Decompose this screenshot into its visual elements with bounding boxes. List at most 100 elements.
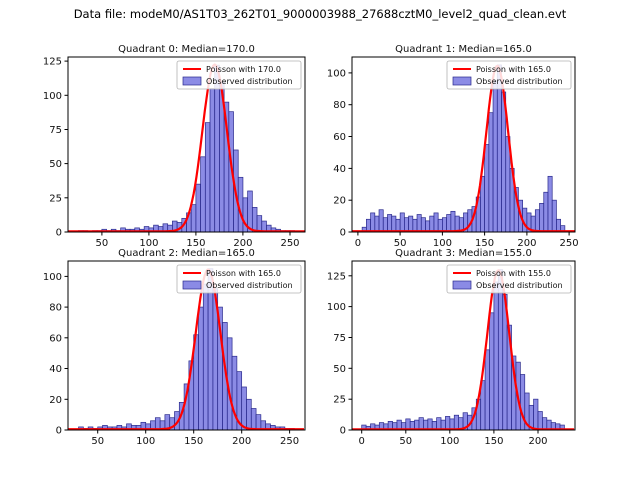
x-tick-label: 150 bbox=[475, 238, 494, 249]
legend-hist-label: Observed distribution bbox=[476, 77, 563, 86]
hist-bar bbox=[488, 112, 494, 233]
hist-bar bbox=[246, 398, 252, 431]
y-tick-label: 125 bbox=[327, 271, 346, 282]
x-tick-label: 200 bbox=[232, 436, 251, 447]
y-tick-label: 0 bbox=[56, 228, 62, 239]
legend-curve-label: Poisson with 165.0 bbox=[476, 65, 551, 74]
x-tick-label: 200 bbox=[233, 238, 252, 249]
hist-bar bbox=[399, 212, 405, 233]
hist-bar bbox=[542, 417, 548, 431]
x-tick-label: 150 bbox=[186, 238, 205, 249]
hist-bar bbox=[378, 209, 384, 233]
hist-bar bbox=[445, 416, 451, 431]
legend-hist-label: Observed distribution bbox=[206, 77, 293, 86]
legend-box bbox=[176, 264, 302, 294]
x-tick-label: 250 bbox=[280, 238, 299, 249]
hist-bar bbox=[408, 215, 414, 233]
hist-bar bbox=[391, 215, 397, 233]
hist-bar bbox=[492, 80, 498, 233]
y-tick-label: 40 bbox=[49, 364, 62, 375]
x-tick-label: 100 bbox=[433, 238, 452, 249]
hist-bar bbox=[437, 218, 443, 233]
hist-bar bbox=[370, 212, 376, 233]
hist-bar bbox=[442, 217, 447, 233]
hist-bar bbox=[446, 214, 452, 233]
quadrant-0-svg: 50 100 150 200 250 0 25 50 75 100 125 Quadrant 0: M… bbox=[43, 44, 306, 249]
legend-box bbox=[446, 60, 572, 90]
hist-bar bbox=[489, 312, 495, 431]
hist-bar bbox=[214, 64, 220, 233]
x-tick-label: 200 bbox=[528, 436, 547, 447]
y-tick-label: 25 bbox=[333, 395, 346, 406]
quadrant-2-plot: 50 100 150 200 250 0 20 40 60 80 100 Quadrant 2: Me… bbox=[34, 243, 314, 455]
x-tick-label: 50 bbox=[96, 238, 109, 249]
x-tick-label: 50 bbox=[91, 436, 104, 447]
y-tick-label: 80 bbox=[49, 303, 62, 314]
hist-bar bbox=[250, 408, 257, 431]
hist-bar bbox=[200, 156, 206, 233]
hist-bar bbox=[551, 199, 557, 233]
hist-bar bbox=[404, 217, 409, 233]
y-tick-label: 50 bbox=[49, 159, 62, 170]
x-tick-label: 100 bbox=[136, 436, 155, 447]
y-tick-label: 75 bbox=[49, 125, 62, 136]
hist-bar bbox=[382, 217, 388, 233]
x-tick-label: 200 bbox=[517, 238, 536, 249]
hist-bar bbox=[433, 212, 439, 233]
y-tick-label: 125 bbox=[43, 57, 62, 68]
hist-bar bbox=[420, 217, 426, 233]
legend-hist-sample bbox=[452, 280, 472, 290]
y-tick-label: 100 bbox=[43, 272, 62, 283]
hist-bar bbox=[366, 218, 371, 233]
subplot-title: Quadrant 0: Median=170.0 bbox=[118, 44, 255, 55]
x-tick-label: 0 bbox=[359, 436, 365, 447]
legend-box bbox=[176, 60, 302, 90]
y-tick-label: 40 bbox=[333, 164, 346, 175]
hist-bar bbox=[496, 64, 502, 233]
y-tick-label: 0 bbox=[56, 426, 62, 437]
hist-bar bbox=[429, 215, 435, 233]
y-tick-label: 60 bbox=[333, 132, 346, 143]
y-tick-label: 50 bbox=[333, 364, 346, 375]
hist-bar bbox=[209, 88, 216, 233]
legend-hist-label: Observed distribution bbox=[206, 281, 293, 290]
axes-frame bbox=[67, 260, 306, 431]
subplot-title: Quadrant 2: Median=165.0 bbox=[118, 248, 255, 259]
legend-hist-sample bbox=[182, 76, 202, 86]
x-tick-label: 50 bbox=[394, 238, 407, 249]
quadrant-0-plot: 50 100 150 200 250 0 25 50 75 100 125 Quadrant 0: M… bbox=[34, 39, 314, 257]
quadrant-3-plot: 0 50 100 150 200 0 25 50 75 100 125 Quadrant 3: Med… bbox=[318, 243, 584, 455]
hist-bar bbox=[543, 191, 549, 233]
poisson-curve bbox=[68, 268, 304, 431]
axes-frame bbox=[351, 260, 576, 431]
hist-bar bbox=[497, 269, 504, 431]
hist-bar bbox=[198, 306, 204, 431]
subplot-title: Quadrant 1: Median=165.0 bbox=[395, 44, 532, 55]
hist-bar bbox=[436, 417, 442, 431]
y-tick-label: 20 bbox=[333, 196, 346, 207]
subplot-title: Quadrant 3: Median=155.0 bbox=[395, 248, 532, 259]
x-tick-label: 50 bbox=[399, 436, 412, 447]
axes-frame bbox=[67, 56, 306, 233]
hist-bar bbox=[484, 349, 490, 431]
hist-bar bbox=[547, 175, 553, 233]
x-tick-label: 100 bbox=[440, 436, 459, 447]
y-tick-label: 75 bbox=[333, 333, 346, 344]
hist-bar bbox=[493, 281, 499, 431]
hist-bar bbox=[247, 190, 253, 233]
hist-bar bbox=[374, 215, 380, 233]
hist-bar bbox=[202, 283, 209, 431]
hist-bar bbox=[484, 144, 490, 233]
hist-bar bbox=[416, 214, 422, 233]
hist-bar bbox=[204, 122, 211, 233]
hist-bar bbox=[387, 214, 393, 233]
legend-box bbox=[446, 264, 572, 294]
legend-hist-sample bbox=[182, 280, 202, 290]
legend-hist-label: Observed distribution bbox=[476, 281, 563, 290]
x-tick-label: 0 bbox=[355, 238, 361, 249]
poisson-curve bbox=[352, 64, 575, 233]
x-tick-label: 250 bbox=[560, 238, 579, 249]
poisson-curve bbox=[68, 63, 305, 233]
hist-bar bbox=[241, 386, 247, 431]
